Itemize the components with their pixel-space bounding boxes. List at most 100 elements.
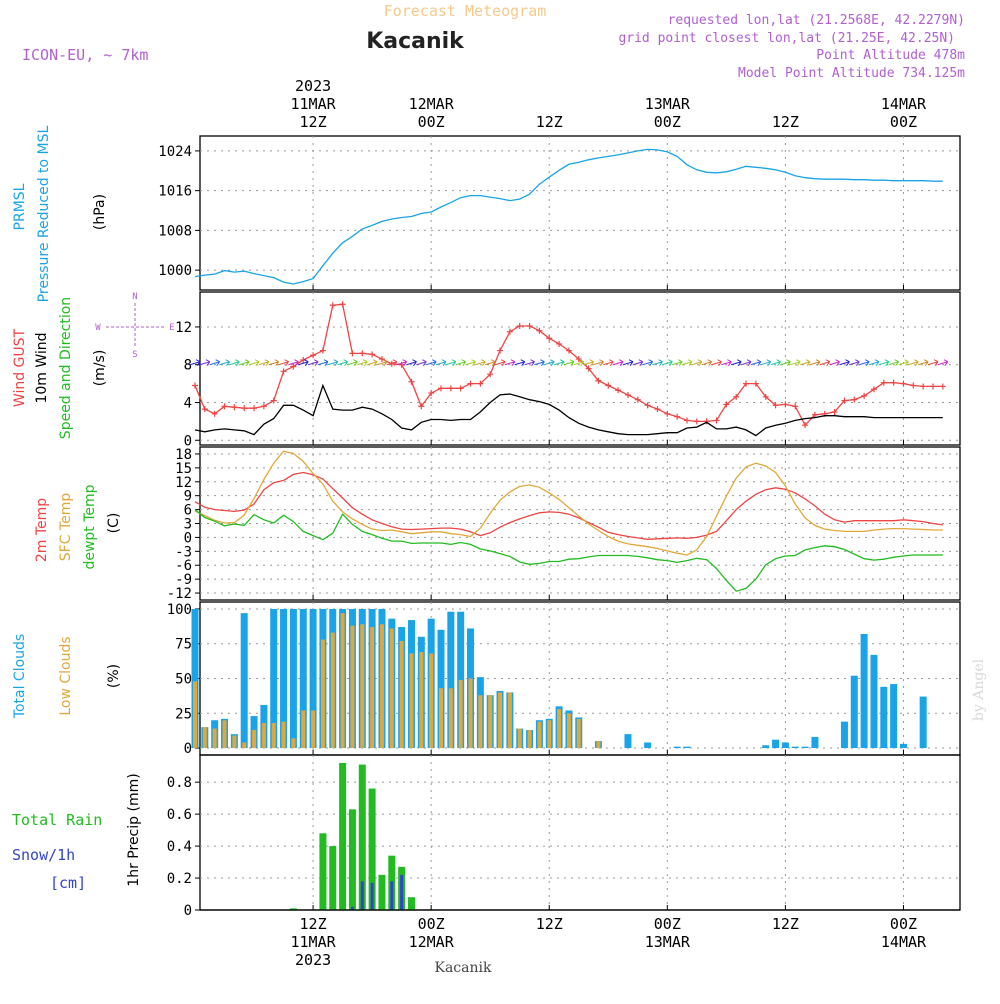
wind-direction-arrow — [711, 359, 722, 367]
gust-marker — [506, 328, 513, 335]
panel-2: 0 4 8 12 — [175, 291, 961, 449]
gust-marker — [536, 327, 543, 334]
bottom-axis-label: 12Z — [772, 915, 799, 933]
gust-marker — [939, 383, 946, 390]
low-cloud-bar — [193, 681, 197, 749]
gust-marker — [585, 365, 592, 372]
gust-marker — [762, 393, 769, 400]
cloud-labels: Total Clouds Low Clouds (%) — [12, 634, 122, 719]
wind-direction-arrow — [612, 359, 624, 367]
gust-marker — [743, 380, 750, 387]
total-cloud-bar — [860, 633, 868, 749]
total-cloud-bar — [811, 736, 819, 749]
wind-direction-arrow — [799, 359, 811, 367]
top-axis-label: 00Z — [890, 113, 917, 131]
low-cloud-bar — [242, 742, 247, 749]
gust-marker — [516, 323, 523, 329]
wind-direction-arrow — [583, 359, 594, 367]
wind-direction-arrow — [790, 359, 801, 367]
wind-direction-arrow — [494, 359, 506, 367]
low-cloud-bar — [507, 692, 512, 749]
bottom-axis-label: 12Z — [300, 915, 327, 933]
total-cloud-bar — [762, 745, 770, 749]
gust-marker — [605, 382, 612, 389]
top-axis-label: 12Z — [772, 113, 799, 131]
series-line-prmsl — [194, 148, 943, 285]
bottom-axis-label: 00Z — [418, 915, 445, 933]
y-tick-label: 100 — [167, 602, 192, 618]
y-tick-label: 1024 — [158, 144, 192, 160]
low-cloud-bar — [301, 710, 306, 749]
gust-marker — [201, 406, 208, 413]
low-cloud-bar — [458, 679, 463, 749]
station-name: Kacanik — [366, 29, 465, 54]
wind-direction-arrow — [347, 359, 358, 367]
y-tick-label: 18 — [175, 447, 192, 463]
compass-west-label: W — [95, 323, 101, 333]
y-tick-label: 50 — [175, 672, 192, 688]
total-rain-label: Total Rain — [12, 811, 102, 829]
total-cloud-bar — [781, 742, 789, 749]
wind-direction-arrow — [888, 359, 900, 367]
panel-1: 1000 1008 1016 1024 — [158, 135, 961, 291]
wind-direction-arrow — [858, 359, 870, 367]
wind-unit-label: (m/s) — [92, 350, 108, 387]
series-line-sfc-temp — [194, 450, 943, 556]
wind-direction-arrow — [731, 359, 742, 367]
wind-direction-arrow — [268, 359, 280, 367]
gust-marker — [467, 380, 474, 387]
wind-direction-arrow — [908, 359, 919, 367]
wind-direction-arrow — [248, 359, 260, 367]
wind-direction-arrow — [632, 359, 644, 367]
gust-marker — [211, 410, 218, 417]
rain-bar — [358, 764, 366, 910]
gust-marker — [723, 401, 730, 408]
wind-direction-arrow — [868, 359, 880, 367]
low-cloud-bar — [291, 738, 296, 749]
gust-marker — [349, 350, 356, 357]
total-cloud-bar — [683, 746, 691, 749]
wind-direction-arrow — [209, 359, 221, 367]
gust-marker — [369, 351, 376, 358]
gust-marker — [644, 402, 651, 409]
low-cloud-bar — [517, 728, 522, 749]
precip-labels: Total Rain Snow/1h [cm] 1hr Precip (mm) — [12, 773, 142, 892]
low-cloud-bar — [340, 613, 345, 749]
gust-marker — [457, 385, 464, 392]
low-cloud-bar — [261, 723, 266, 749]
y-tick-label: -3 — [175, 544, 192, 560]
gust-marker — [624, 391, 631, 398]
gust-marker — [270, 397, 277, 404]
low-cloud-bar — [330, 632, 335, 749]
wind-compass: N S W E — [95, 292, 174, 360]
wind-direction-arrow — [357, 359, 368, 367]
wind-direction-arrow — [544, 359, 555, 367]
gust-marker — [782, 401, 789, 408]
gust-marker — [930, 383, 936, 390]
wind-direction-arrow — [593, 359, 604, 367]
low-cloud-bar — [419, 652, 424, 749]
rain-bar — [348, 809, 356, 910]
gust-marker — [280, 368, 287, 375]
gust-marker — [664, 410, 671, 417]
wind-direction-arrow — [603, 359, 614, 367]
y-tick-label: -6 — [175, 558, 192, 574]
bottom-axis-label: 00Z — [654, 915, 681, 933]
snow-bar — [370, 882, 374, 910]
wind-direction-arrow — [189, 359, 201, 367]
gust-marker — [556, 340, 563, 347]
low-cloud-bar — [537, 721, 542, 749]
bottom-axis-label: 12MAR — [409, 933, 455, 951]
pressure-msl-label: Pressure Reduced to MSL — [36, 125, 52, 302]
y-tick-label: 1008 — [158, 223, 192, 239]
gust-marker — [713, 417, 720, 424]
low-cloud-bar — [379, 624, 384, 749]
y-tick-label: 0.2 — [167, 871, 192, 887]
wind-direction-arrow — [760, 359, 772, 367]
dewpt-temp-label: dewpt Temp — [82, 484, 98, 569]
wind-direction-arrow — [721, 359, 732, 367]
